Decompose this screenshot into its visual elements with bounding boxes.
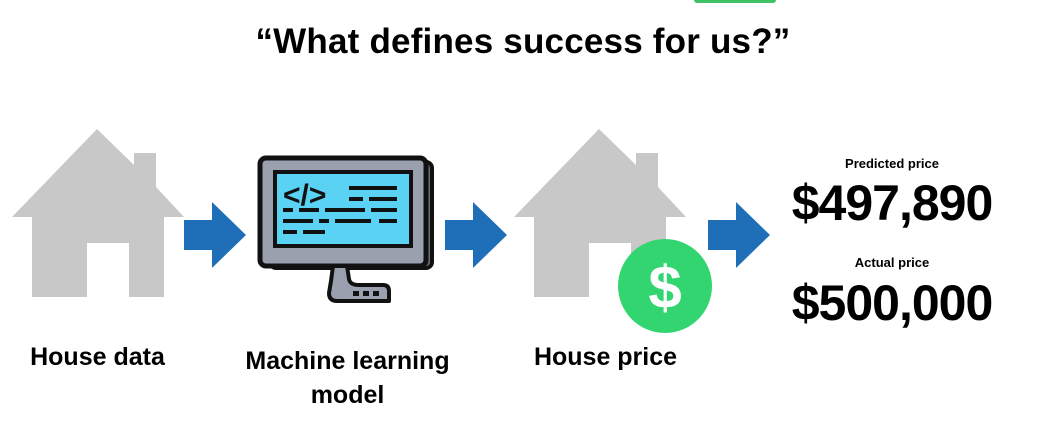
step-label-house-price: House price: [533, 343, 678, 371]
house-icon: [12, 129, 184, 297]
svg-text:$: $: [648, 254, 681, 321]
predicted-price-caption: Predicted price: [845, 156, 939, 171]
arrow-right-icon: [184, 202, 246, 268]
top-tab-indicator: [694, 0, 776, 3]
page-title: “What defines success for us?”: [255, 22, 791, 61]
computer-code-icon: </>: [257, 155, 434, 303]
house-price-icon: $: [514, 129, 712, 333]
actual-price-value: $500,000: [791, 275, 994, 331]
step-label-ml-model-line1: Machine learning: [245, 347, 450, 375]
arrow-right-icon: [445, 202, 507, 268]
step-label-ml-model-line2: model: [310, 381, 385, 409]
svg-text:</>: </>: [283, 179, 326, 212]
dollar-badge-icon: $: [618, 239, 712, 333]
predicted-price-value: $497,890: [791, 175, 994, 231]
arrow-right-icon: [708, 202, 770, 268]
step-label-ml-model: Machine learning model: [225, 344, 470, 412]
actual-price-caption: Actual price: [854, 255, 930, 270]
step-label-house-data: House data: [30, 343, 165, 371]
